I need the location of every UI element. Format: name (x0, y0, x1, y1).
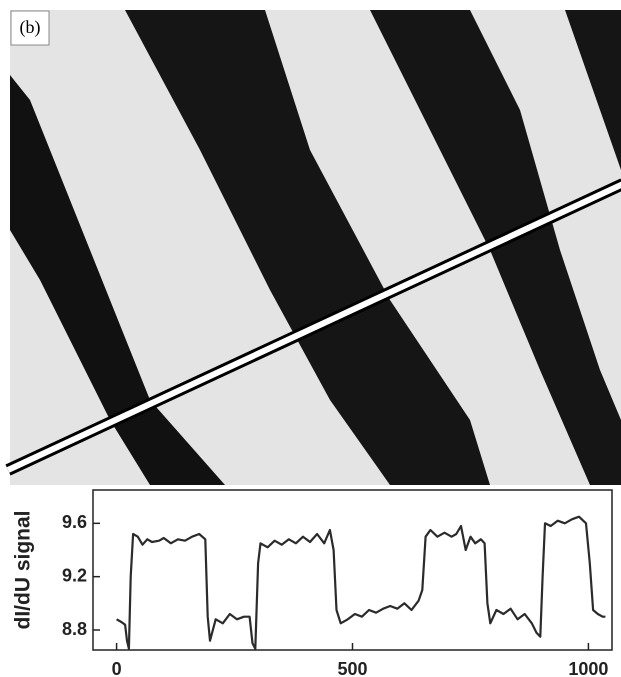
dark-stripe (10, 75, 225, 485)
label-box (10, 10, 50, 46)
y-tick-label: 9.2 (62, 565, 87, 585)
profile-line (6, 181, 621, 473)
y-axis-label: dI/dU signal (12, 510, 35, 629)
dark-stripe (125, 10, 490, 485)
stm-image: (b) (5, 10, 621, 485)
y-tick-label: 9.6 (62, 512, 87, 532)
signal-line (116, 515, 606, 650)
x-tick-label: 1000 (568, 659, 608, 677)
panel-label: (b) (20, 17, 41, 38)
dark-stripe (565, 10, 621, 170)
x-tick-label: 500 (337, 659, 367, 677)
y-tick-label: 8.8 (62, 619, 87, 639)
x-tick-label: 0 (112, 659, 122, 677)
